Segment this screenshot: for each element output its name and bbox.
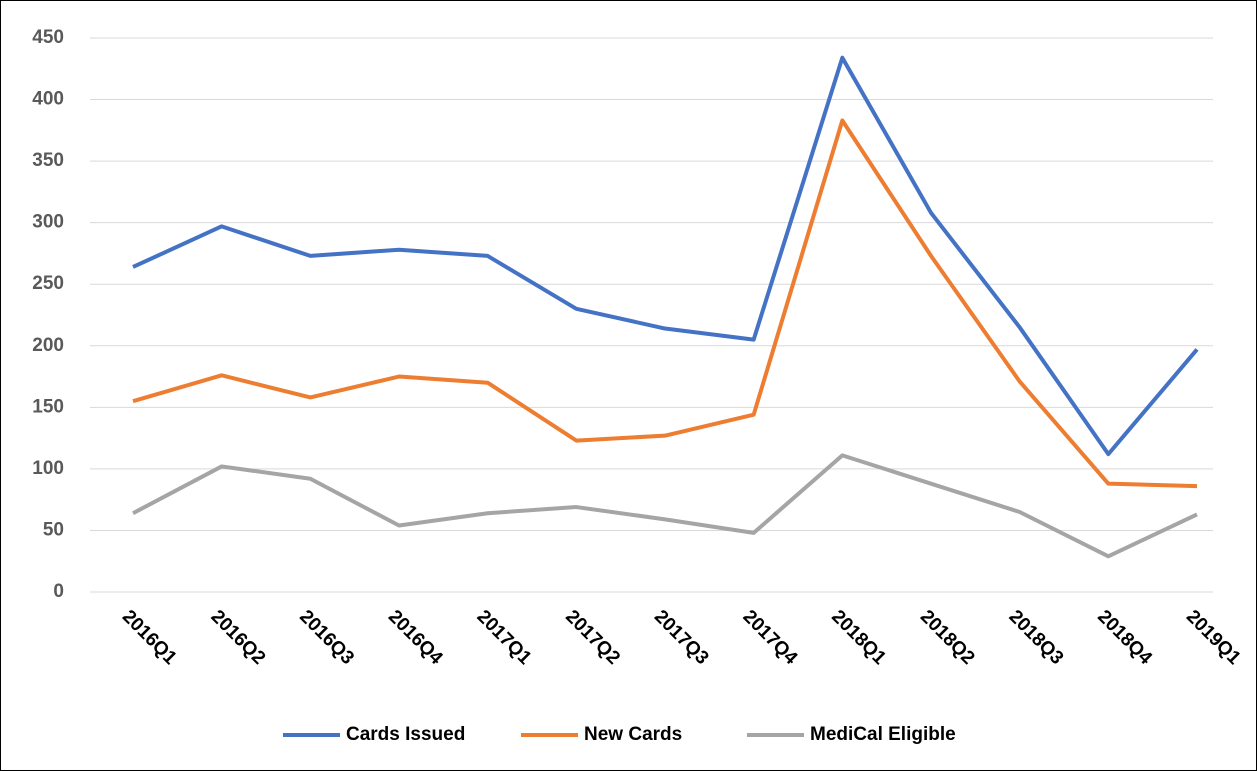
y-tick-label: 200 [32, 335, 64, 356]
legend-label: New Cards [584, 724, 682, 745]
y-tick-label: 400 [32, 89, 64, 110]
y-tick-label: 150 [32, 396, 64, 417]
series-line [132, 118, 1198, 489]
series-line [132, 55, 1199, 457]
legend-label: MediCal Eligible [810, 724, 956, 745]
y-tick-label: 450 [32, 27, 64, 48]
y-tick-label: 350 [32, 150, 64, 171]
y-tick-label: 300 [32, 212, 64, 233]
series-line [132, 453, 1198, 559]
y-tick-label: 50 [43, 519, 64, 540]
legend-label: Cards Issued [346, 724, 465, 745]
y-tick-label: 100 [32, 458, 64, 479]
y-tick-label: 0 [53, 581, 64, 602]
y-tick-label: 250 [32, 273, 64, 294]
